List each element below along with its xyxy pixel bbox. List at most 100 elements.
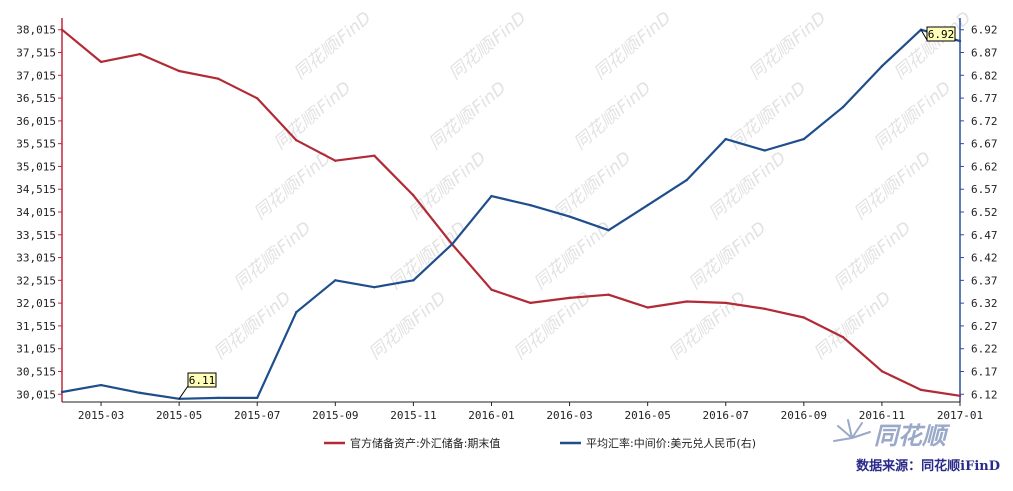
x-tick-label: 2016-11 <box>859 409 905 422</box>
series-line-fx-reserves <box>61 28 961 397</box>
series-line-usd-cny-rate <box>61 28 961 400</box>
watermark-text: 同花顺iFinD <box>250 148 335 224</box>
brand-logo-icon <box>833 419 871 442</box>
data-point-usd-cny-rate <box>958 39 962 43</box>
data-point-usd-cny-rate <box>607 229 610 232</box>
axes <box>58 18 964 406</box>
watermark-text: 同花顺iFinD <box>745 8 830 84</box>
left-y-tick-label: 30,015 <box>16 388 56 401</box>
data-point-usd-cny-rate <box>216 396 220 400</box>
data-point-fx-reserves <box>295 139 298 142</box>
data-point-usd-cny-rate <box>568 215 571 218</box>
data-point-fx-reserves <box>138 52 142 56</box>
right-y-tick-label: 6.87 <box>971 47 998 60</box>
x-tick-label: 2016-01 <box>468 409 514 422</box>
data-point-fx-reserves <box>919 388 923 392</box>
data-point-fx-reserves <box>685 300 688 303</box>
watermark-text: 同花顺iFinD <box>365 288 450 364</box>
left-y-tick-label: 34,015 <box>16 206 56 219</box>
watermark-text: 同花顺iFinD <box>850 148 935 224</box>
x-tick-label: 2016-09 <box>781 409 827 422</box>
left-y-tick-label: 37,515 <box>16 47 56 60</box>
data-point-fx-reserves <box>256 97 259 100</box>
data-point-usd-cny-rate <box>60 390 64 394</box>
data-point-fx-reserves <box>373 154 376 157</box>
x-tick-label: 2015-09 <box>312 409 358 422</box>
watermark-text: 同花顺iFinD <box>665 288 750 364</box>
right-y-tick-label: 6.57 <box>971 183 998 196</box>
x-tick-label: 2017-01 <box>937 409 983 422</box>
data-point-usd-cny-rate <box>841 106 845 109</box>
data-point-usd-cny-rate <box>99 383 103 387</box>
data-point-fx-reserves <box>568 296 571 300</box>
data-point-fx-reserves <box>958 394 962 398</box>
left-y-tick-label: 32,015 <box>16 297 56 310</box>
watermark-text: 同花顺iFinD <box>685 218 770 294</box>
legend-label-usd-cny-rate: 平均汇率:中间价:美元兑人民币(右) <box>586 436 756 450</box>
data-point-usd-cny-rate <box>138 391 142 395</box>
watermark-text: 同花顺iFinD <box>590 8 675 84</box>
data-point-fx-reserves <box>412 194 415 197</box>
data-point-usd-cny-rate <box>490 194 493 198</box>
x-tick-label: 2016-03 <box>546 409 592 422</box>
watermark-text: 同花顺iFinD <box>290 8 375 84</box>
left-y-tick-label: 38,015 <box>16 24 56 37</box>
data-point-fx-reserves <box>763 307 766 311</box>
watermark-text: 同花顺iFinD <box>530 218 615 294</box>
brand-logo-text: 同花顺 <box>874 422 951 450</box>
watermark-text: 同花顺iFinD <box>810 288 895 364</box>
watermark-layer: 同花顺iFinD 同花顺iFinD 同花顺iFinD 同花顺iFinD 同花顺iFinD… <box>210 8 975 364</box>
right-y-tick-label: 6.62 <box>971 160 998 173</box>
right-y-tick-label: 6.52 <box>971 206 998 219</box>
right-y-tick-label: 6.22 <box>971 343 998 356</box>
data-point-usd-cny-rate <box>256 396 259 400</box>
data-point-usd-cny-rate <box>763 149 766 152</box>
right-y-tick-label: 6.67 <box>971 138 998 151</box>
right-y-tick-label: 6.32 <box>971 297 998 310</box>
x-tick-label: 2016-05 <box>624 409 670 422</box>
data-point-usd-cny-rate <box>724 137 727 141</box>
x-tick-label: 2015-03 <box>78 409 124 422</box>
watermark-text: 同花顺iFinD <box>705 148 790 224</box>
annotations: 6.11 6.92 <box>178 26 956 400</box>
right-y-tick-label: 6.47 <box>971 229 998 242</box>
data-point-fx-reserves <box>99 60 103 64</box>
legend-label-fx-reserves: 官方储备资产:外汇储备:期末值 <box>350 436 500 450</box>
legend: 官方储备资产:外汇储备:期末值 平均汇率:中间价:美元兑人民币(右) <box>324 436 756 450</box>
watermark-text: 同花顺iFinD <box>830 218 915 294</box>
x-tick-label: 2015-05 <box>156 409 202 422</box>
data-point-usd-cny-rate <box>529 203 532 207</box>
series-lines <box>60 28 962 401</box>
annotation-label: 6.92 <box>928 28 955 41</box>
left-y-tick-label: 35,015 <box>16 160 56 173</box>
watermark-text: 同花顺iFinD <box>230 218 315 294</box>
data-source-label: 数据来源：同花顺iFinD <box>856 458 1000 474</box>
data-point-fx-reserves <box>490 288 493 291</box>
data-point-fx-reserves <box>880 370 884 373</box>
right-y-tick-label: 6.27 <box>971 320 998 333</box>
data-point-fx-reserves <box>60 28 64 31</box>
watermark-text: 同花顺iFinD <box>550 148 635 224</box>
right-y-tick-label: 6.72 <box>971 115 998 128</box>
annotation-pointer <box>920 29 928 41</box>
right-y-tick-label: 6.12 <box>971 388 998 401</box>
right-y-tick-label: 6.17 <box>971 365 998 378</box>
left-y-tick-label: 36,015 <box>16 115 56 128</box>
watermark-text: 同花顺iFinD <box>570 78 655 154</box>
data-point-usd-cny-rate <box>334 279 337 282</box>
x-tick-label: 2015-11 <box>390 409 436 422</box>
left-y-tick-label: 30,515 <box>16 365 56 378</box>
left-y-tick-label: 32,515 <box>16 274 56 287</box>
data-point-fx-reserves <box>607 293 610 296</box>
annotation-box <box>926 26 956 42</box>
annotation-label: 6.11 <box>189 374 216 387</box>
left-y-tick-label: 35,515 <box>16 138 56 151</box>
data-point-fx-reserves <box>529 301 532 305</box>
data-point-fx-reserves <box>216 77 220 80</box>
right-y-tick-label: 6.77 <box>971 92 998 105</box>
left-y-tick-label: 31,515 <box>16 320 56 333</box>
data-point-usd-cny-rate <box>646 203 649 207</box>
left-y-tick-label: 36,515 <box>16 92 56 105</box>
